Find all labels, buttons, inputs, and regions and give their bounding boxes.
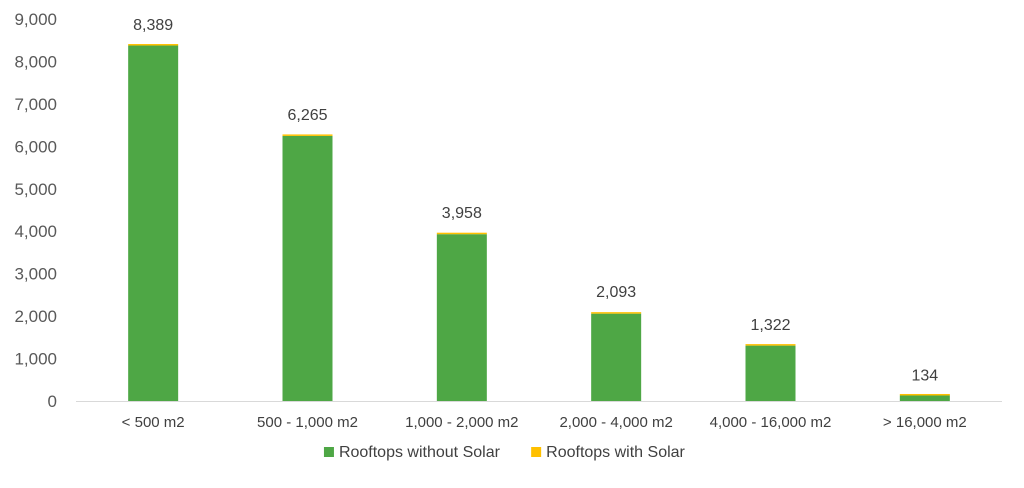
y-tick-label: 2,000 <box>14 307 57 326</box>
y-tick-label: 1,000 <box>14 350 57 369</box>
x-tick-label: 1,000 - 2,000 m2 <box>405 414 518 431</box>
bar-with-solar <box>745 344 796 346</box>
y-tick-label: 4,000 <box>14 222 57 241</box>
bar-without-solar <box>128 45 179 402</box>
legend-swatch <box>323 447 334 457</box>
data-label: 3,958 <box>442 205 482 222</box>
x-tick-label: > 16,000 m2 <box>883 414 967 431</box>
bar-without-solar <box>591 313 642 401</box>
y-tick-label: 5,000 <box>14 180 57 199</box>
y-tick-label: 9,000 <box>14 10 57 29</box>
y-tick-label: 0 <box>48 392 57 411</box>
data-label: 2,093 <box>596 284 636 301</box>
bar-with-solar <box>436 232 487 235</box>
x-axis: < 500 m2 500 - 1,000 m2 1,000 - 2,000 m2 2,… <box>76 401 1002 431</box>
legend-label: Rooftops without Solar <box>339 444 501 461</box>
y-tick-label: 6,000 <box>14 137 57 156</box>
bar-with-solar <box>899 393 950 396</box>
legend-label: Rooftops with Solar <box>546 444 685 461</box>
y-axis: 0 1,000 2,000 3,000 4,000 5,000 6,000 7,000 8,00… <box>14 10 57 411</box>
bar-without-solar <box>745 345 796 401</box>
y-tick-label: 8,000 <box>14 52 57 71</box>
data-label: 8,389 <box>133 17 173 34</box>
bar-without-solar <box>899 395 950 401</box>
x-tick-label: 4,000 - 16,000 m2 <box>710 414 832 431</box>
legend-swatch <box>531 447 542 457</box>
x-tick-label: 2,000 - 4,000 m2 <box>559 414 672 431</box>
y-tick-label: 7,000 <box>14 95 57 114</box>
bars <box>128 44 950 402</box>
bar-with-solar <box>591 312 642 314</box>
bar-with-solar <box>282 134 333 136</box>
data-label: 134 <box>911 367 938 384</box>
bar-without-solar <box>282 135 333 401</box>
x-tick-label: < 500 m2 <box>122 414 185 431</box>
data-label: 1,322 <box>750 317 790 334</box>
y-tick-label: 3,000 <box>14 265 57 284</box>
bar-without-solar <box>436 234 487 401</box>
data-label: 6,265 <box>287 107 327 124</box>
data-labels: 8,389 6,265 3,958 2,093 1,322 134 <box>133 17 938 384</box>
bar-with-solar <box>128 44 179 46</box>
legend: Rooftops without Solar Rooftops with Sola… <box>323 444 686 461</box>
x-tick-label: 500 - 1,000 m2 <box>257 414 358 431</box>
